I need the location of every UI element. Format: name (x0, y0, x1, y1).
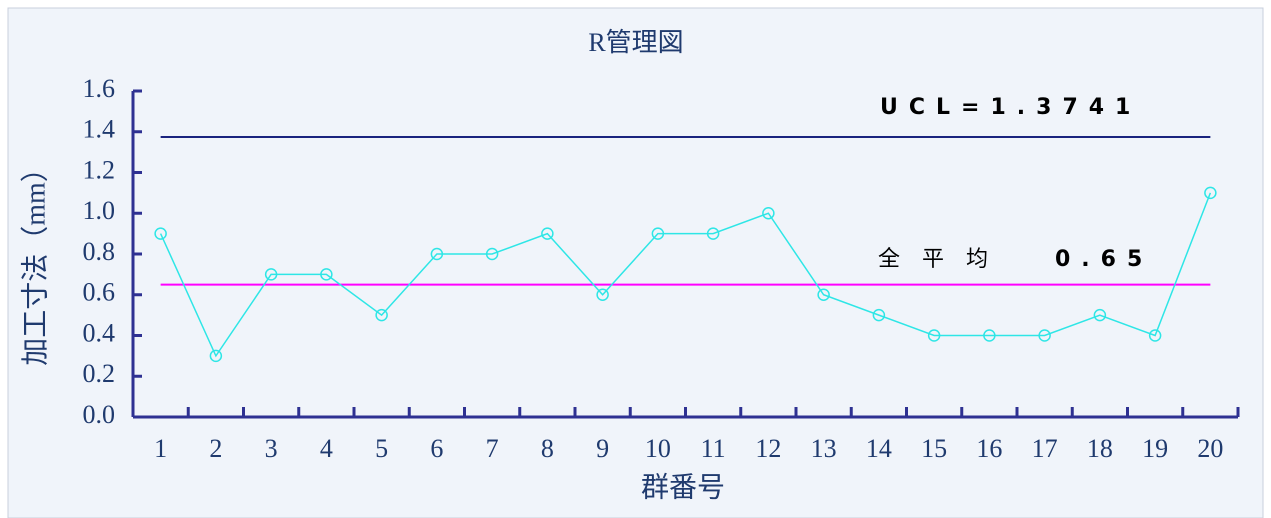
data-point (320, 268, 333, 281)
x-axis-label: 群番号 (641, 471, 725, 503)
x-tick-label: 18 (1087, 434, 1113, 463)
x-tick-label: 7 (486, 434, 499, 463)
y-tick-label: 0.6 (83, 278, 116, 307)
data-point (983, 329, 996, 342)
ucl-value: 1.3741 (990, 95, 1141, 120)
data-point (596, 288, 609, 301)
data-point (1038, 329, 1051, 342)
chart-title: R管理図 (588, 28, 683, 57)
mean-label-text: 全平均 (878, 247, 1010, 272)
x-tick-label: 12 (755, 434, 781, 463)
x-tick-label: 2 (209, 434, 222, 463)
x-tick-label: 8 (541, 434, 554, 463)
x-tick-label: 3 (265, 434, 278, 463)
x-tick-label: 6 (430, 434, 443, 463)
x-tick-label: 14 (866, 434, 892, 463)
y-tick-label: 1.4 (83, 115, 116, 144)
y-tick-label: 0.8 (83, 237, 116, 266)
x-tick-label: 16 (976, 434, 1002, 463)
x-tick-label: 19 (1142, 434, 1168, 463)
x-tick-label: 17 (1032, 434, 1058, 463)
chart-area (7, 7, 1264, 518)
x-tick-label: 11 (701, 434, 726, 463)
data-point (651, 227, 665, 240)
y-axis-label: 加工寸法（mm） (19, 154, 51, 366)
data-point (817, 288, 830, 301)
x-tick-label: 10 (645, 434, 671, 463)
data-point (1093, 308, 1107, 322)
data-point (154, 227, 167, 240)
y-tick-label: 0.4 (83, 318, 116, 347)
ucl-label: UCL=1.3741 (880, 95, 1141, 120)
x-tick-label: 1 (154, 434, 167, 463)
ucl-label-text: UCL= (880, 95, 990, 120)
y-tick-label: 0.2 (83, 359, 116, 388)
x-tick-label: 13 (811, 434, 837, 463)
data-point (1148, 329, 1162, 342)
x-tick-label: 20 (1197, 434, 1223, 463)
data-point (541, 227, 554, 240)
x-tick-label: 4 (320, 434, 333, 463)
mean-label: 全平均 (878, 247, 1010, 272)
data-point (762, 207, 775, 220)
data-point (485, 247, 499, 261)
data-point (264, 268, 278, 281)
mean-value: 0.65 (1055, 247, 1153, 272)
x-tick-label: 9 (596, 434, 609, 463)
data-point (927, 329, 941, 342)
data-point (706, 227, 720, 240)
y-tick-label: 1.0 (83, 196, 116, 225)
y-tick-label: 1.6 (83, 74, 116, 103)
x-tick-label: 5 (375, 434, 388, 463)
data-point (209, 349, 223, 363)
x-tick-label: 15 (921, 434, 947, 463)
data-point (872, 308, 886, 322)
data-line (159, 192, 1212, 358)
data-point (375, 308, 388, 322)
data-point (430, 247, 444, 261)
data-point (1204, 186, 1217, 200)
y-tick-label: 0.0 (83, 400, 116, 429)
y-tick-label: 1.2 (83, 155, 116, 184)
